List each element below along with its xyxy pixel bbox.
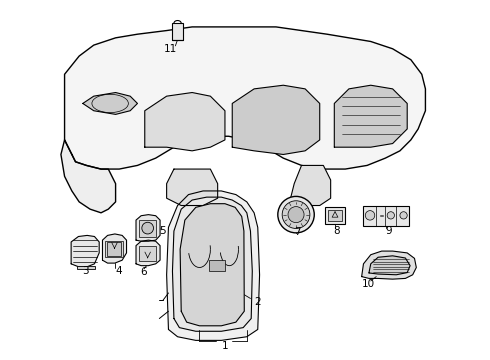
Circle shape bbox=[400, 212, 407, 219]
Circle shape bbox=[142, 222, 153, 234]
Text: 11: 11 bbox=[164, 44, 177, 54]
Polygon shape bbox=[136, 215, 160, 241]
Text: 10: 10 bbox=[362, 279, 375, 289]
Polygon shape bbox=[172, 197, 252, 331]
Text: 8: 8 bbox=[333, 226, 340, 236]
Polygon shape bbox=[232, 85, 320, 154]
Polygon shape bbox=[83, 93, 138, 114]
Text: 3: 3 bbox=[82, 266, 88, 276]
Text: 2: 2 bbox=[254, 297, 261, 307]
Bar bbox=[172, 23, 183, 40]
Bar bbox=[139, 246, 156, 261]
Polygon shape bbox=[65, 27, 425, 169]
Circle shape bbox=[288, 207, 304, 222]
Polygon shape bbox=[145, 93, 225, 151]
Polygon shape bbox=[369, 256, 410, 275]
Polygon shape bbox=[71, 235, 99, 267]
Text: 4: 4 bbox=[115, 266, 122, 276]
Polygon shape bbox=[167, 191, 260, 341]
Bar bbox=[77, 266, 95, 269]
Polygon shape bbox=[102, 234, 126, 263]
Bar bbox=[328, 210, 342, 221]
Circle shape bbox=[387, 212, 394, 219]
Bar bbox=[107, 242, 122, 256]
Bar bbox=[364, 206, 409, 226]
Bar bbox=[105, 241, 123, 257]
Circle shape bbox=[278, 197, 314, 233]
Text: 9: 9 bbox=[386, 226, 392, 236]
Text: 7: 7 bbox=[294, 227, 301, 237]
Bar bbox=[139, 220, 156, 237]
Polygon shape bbox=[136, 240, 160, 266]
Polygon shape bbox=[61, 140, 116, 213]
Polygon shape bbox=[291, 165, 331, 206]
Circle shape bbox=[282, 201, 310, 229]
Text: 1: 1 bbox=[221, 341, 228, 351]
Text: 6: 6 bbox=[141, 267, 147, 277]
Text: 5: 5 bbox=[160, 226, 166, 236]
Bar bbox=[325, 207, 345, 224]
Polygon shape bbox=[167, 169, 218, 206]
Polygon shape bbox=[334, 85, 407, 147]
Circle shape bbox=[365, 211, 375, 220]
Polygon shape bbox=[362, 251, 416, 279]
Bar bbox=[209, 260, 225, 271]
Polygon shape bbox=[180, 204, 245, 326]
